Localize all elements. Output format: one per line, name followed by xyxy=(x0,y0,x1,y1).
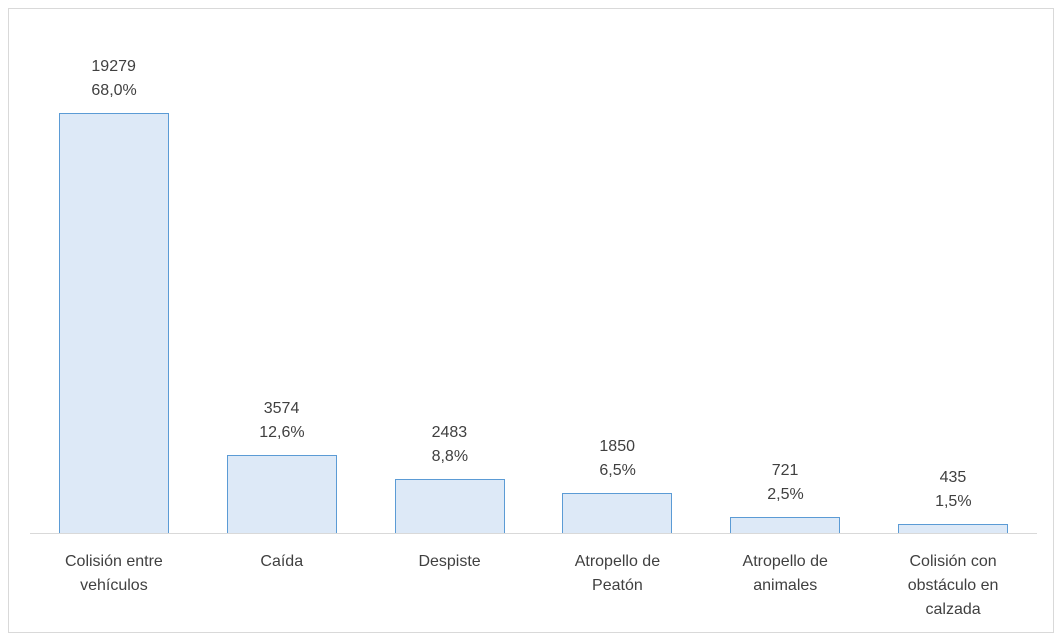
chart-frame xyxy=(8,8,1054,633)
percentage-label: 8,8% xyxy=(431,447,469,465)
percentage-label: 12,6% xyxy=(259,424,305,442)
value-label: 2483 xyxy=(431,423,468,441)
percentage-label: 68,0% xyxy=(91,82,137,99)
x-tick-label: Caída xyxy=(260,553,304,570)
bar xyxy=(394,478,505,533)
bar xyxy=(730,517,841,533)
bar xyxy=(226,455,337,533)
percentage-label: 6,5% xyxy=(599,461,636,479)
value-label: 1850 xyxy=(599,437,635,455)
x-axis-line xyxy=(30,533,1037,534)
value-label: 19279 xyxy=(91,58,136,75)
x-tick-label: Atropello de animales xyxy=(742,553,828,594)
percentage-label: 2,5% xyxy=(767,486,804,504)
percentage-label: 1,5% xyxy=(935,492,972,510)
value-label: 435 xyxy=(939,468,967,486)
bar xyxy=(562,492,673,533)
bar xyxy=(898,523,1009,533)
x-tick-label: Atropello de Peatón xyxy=(574,553,661,594)
x-tick-label: Despiste xyxy=(418,553,481,570)
bar xyxy=(58,113,169,533)
value-label: 3574 xyxy=(263,400,300,418)
value-label: 721 xyxy=(771,462,799,480)
x-tick-label: Colisión entre vehículos xyxy=(64,553,163,594)
x-tick-label: Colisión con obstáculo en calzada xyxy=(907,553,999,618)
